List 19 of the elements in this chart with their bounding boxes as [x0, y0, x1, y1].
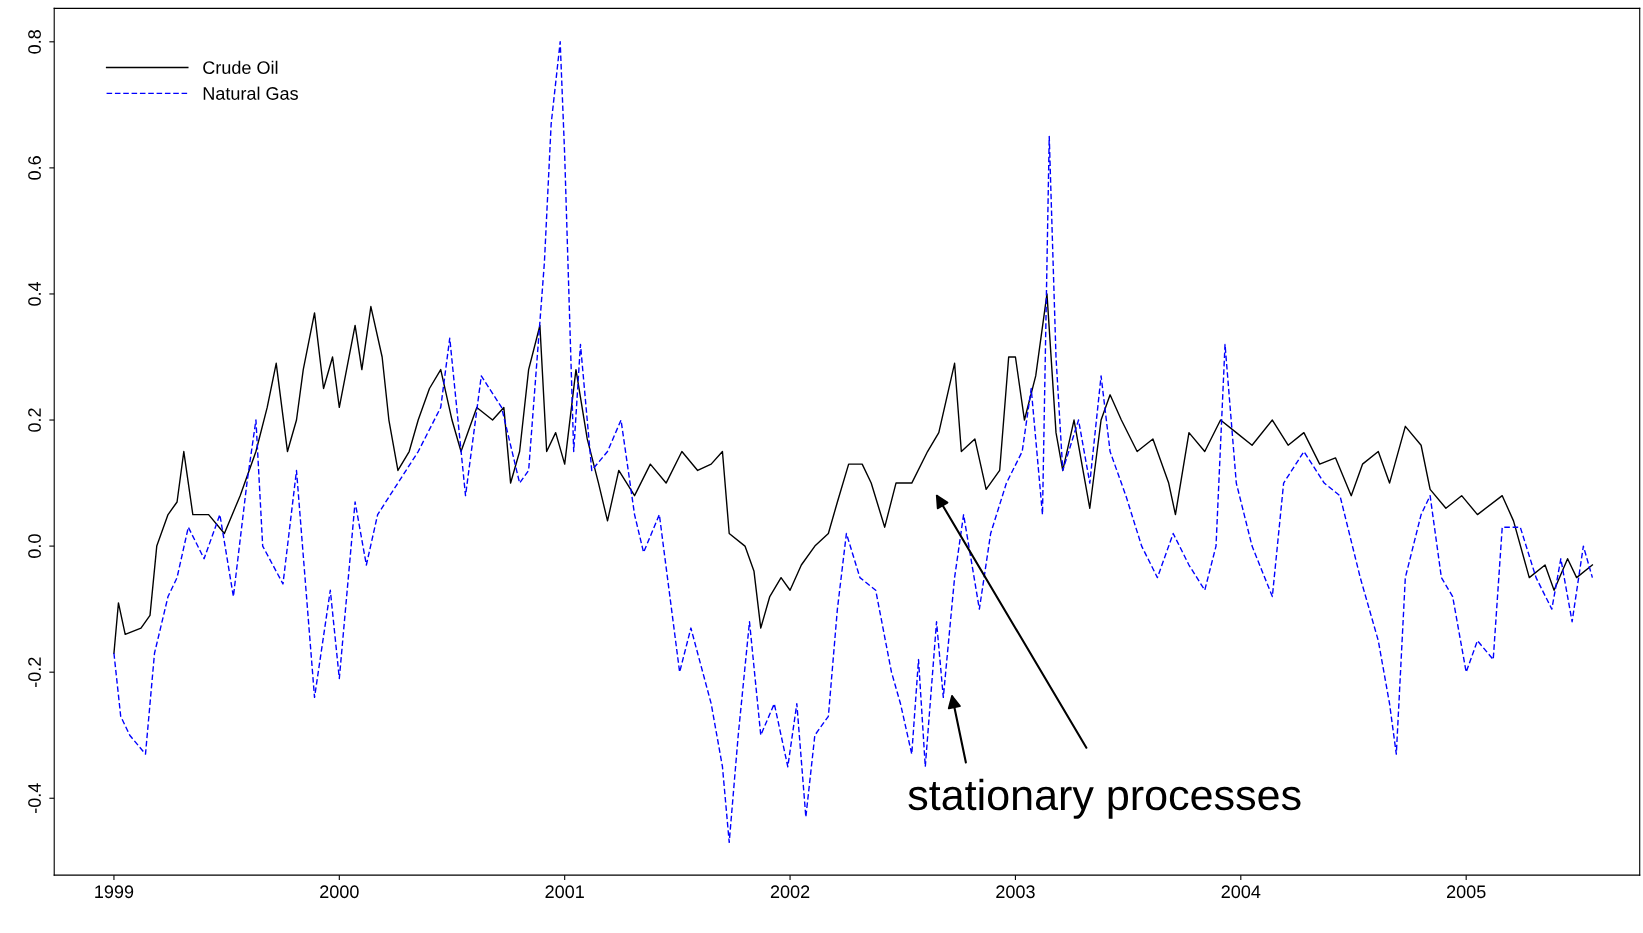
x-tick-label: 2005 [1447, 885, 1486, 899]
x-tick-label: 2001 [545, 885, 584, 899]
legend-label: Natural Gas [203, 86, 298, 100]
y-tick-label: -0.4 [28, 783, 41, 813]
x-tick-label: 2004 [1221, 885, 1261, 899]
line-series [113, 293, 1594, 654]
x-tick-label: 2000 [320, 885, 359, 899]
y-tick-label: -0.2 [28, 657, 41, 687]
x-tick-label: 2002 [770, 885, 810, 899]
x-tick-label: 1999 [95, 885, 134, 899]
x-tick-label: 2003 [996, 885, 1035, 899]
y-tick-label: 0.4 [28, 281, 41, 306]
annotation: stationary processes [908, 778, 1301, 819]
y-tick-label: 0.8 [28, 30, 41, 54]
legend-label: Crude Oil [203, 60, 278, 75]
line-series [113, 41, 1594, 844]
y-tick-label: 0.0 [28, 534, 41, 558]
y-tick-label: 0.2 [28, 408, 41, 432]
y-tick-label: 0.6 [28, 156, 41, 180]
